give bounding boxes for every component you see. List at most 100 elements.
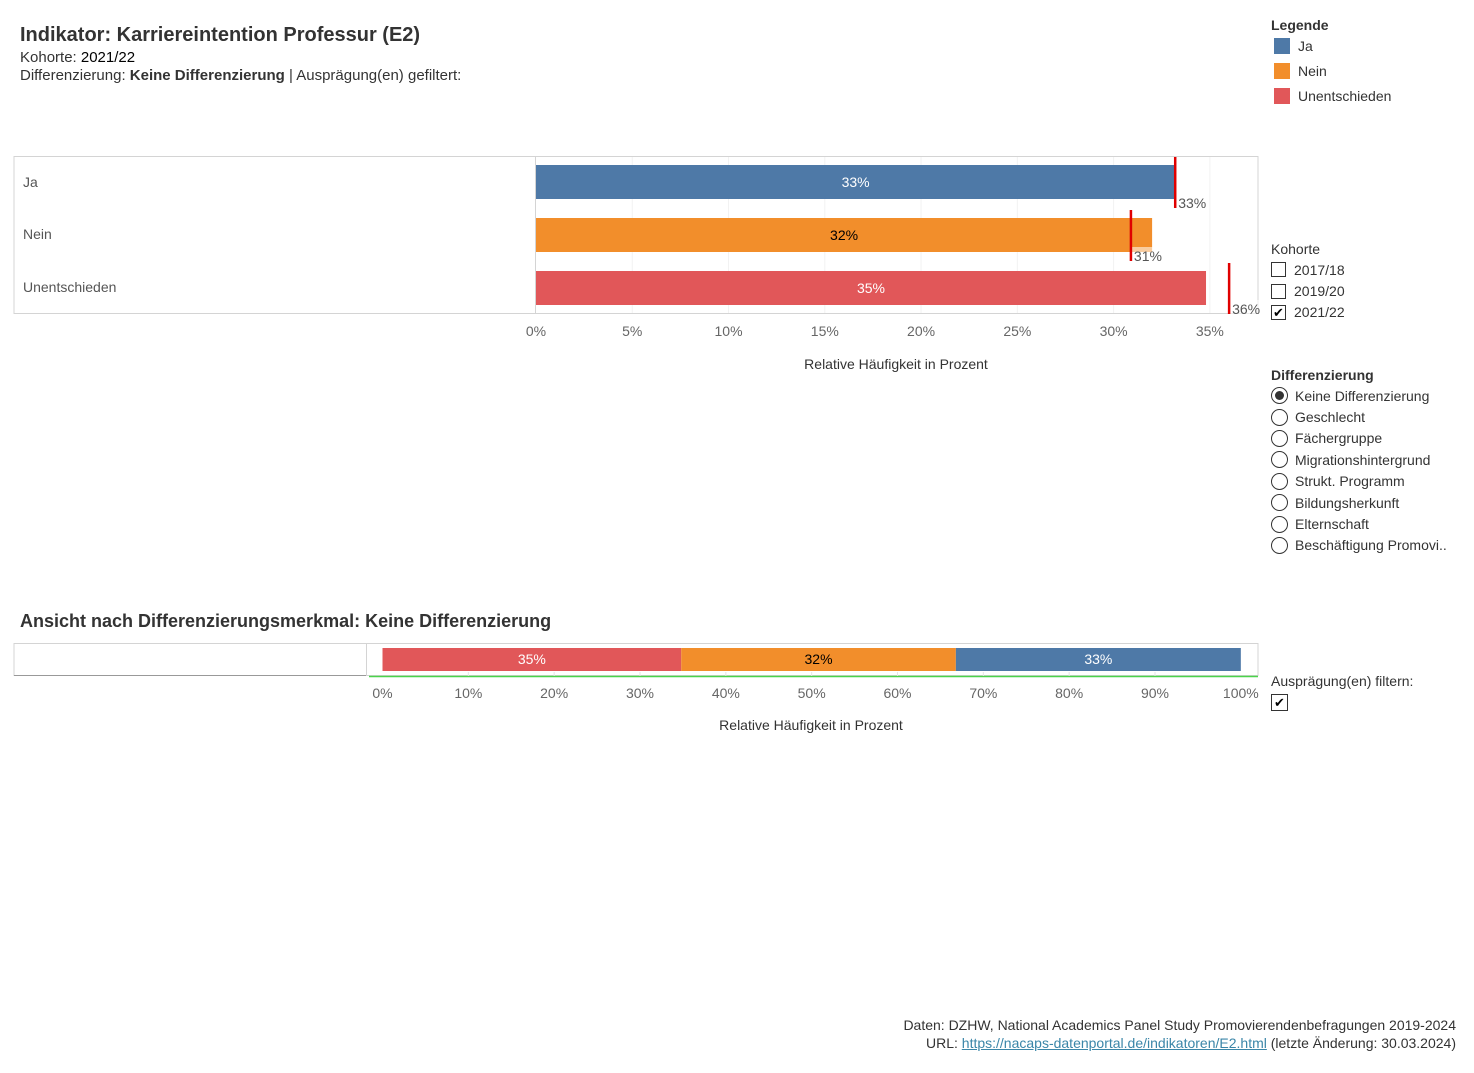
kohorte-option-label: 2017/18 [1294,261,1345,278]
chart1-frame [13,156,1259,314]
kohorte-filter-title: Kohorte [1271,241,1321,257]
checkbox-2021-22[interactable]: ✔ [1271,304,1286,320]
radio-beschaeftigung[interactable] [1271,536,1288,554]
chart2-tick-label: 100% [1223,685,1259,701]
legend: Legende Ja Nein Unentschieden [1271,17,1391,108]
auspraegung-filter: Ausprägung(en) filtern: ✔ [1271,673,1413,713]
auspraegung-option[interactable]: ✔ [1271,692,1413,713]
chart2-bars: 35% 32% 33% [382,648,1241,671]
checkmark-icon: ✔ [1274,695,1285,711]
kohorte-option-label: 2019/20 [1294,283,1345,300]
diff-option-label: Migrationshintergrund [1295,451,1431,468]
chart1-tick-labels: 0% 5% 10% 15% 20% 25% 30% 35% [526,323,1224,339]
chart1-bar [536,218,1153,252]
diff-option-label: Beschäftigung Promovi.. [1295,537,1447,554]
radio-geschlecht[interactable] [1271,408,1288,426]
chart1-reference-label: 33% [1178,195,1206,211]
legend-item-unentschieden[interactable]: Unentschieden [1271,83,1391,108]
page-title: Indikator: Karriereintention Professur (… [20,24,421,46]
kohorte-line: Kohorte: 2021/22 [20,49,135,66]
chart1-tick-label: 10% [715,323,743,339]
chart2-segment-label: 35% [518,651,546,667]
kohorte-option-2017-18[interactable]: 2017/18 [1271,259,1345,280]
chart2-tick-label: 20% [540,685,568,701]
chart1-reference-label-bg [1176,194,1209,212]
radio-migrationshintergrund[interactable] [1271,451,1288,469]
radio-keine-differenzierung[interactable] [1271,387,1288,405]
diff-option-label: Bildungsherkunft [1295,494,1400,511]
diff-option-label: Strukt. Programm [1295,473,1405,490]
checkmark-icon: ✔ [1273,304,1284,320]
footer-source: Daten: DZHW, National Academics Panel St… [903,1017,1456,1033]
diff-option-label: Fächergruppe [1295,430,1383,447]
legend-swatch-unentschieden [1274,87,1290,104]
chart1-category-nein: Nein [23,226,52,242]
chart2-tick-label: 40% [712,685,740,701]
chart-main: Ja Nein Unentschieden 33% 33% 32% 31% 35% 36%… [13,156,1263,372]
radio-bildungsherkunft[interactable] [1271,494,1288,512]
chart2-frame [13,643,1259,676]
legend-label-ja: Ja [1298,37,1313,54]
radio-selected-dot [1275,391,1284,401]
kohorte-label: Kohorte: [20,49,81,66]
differenzierung-filter: Differenzierung Keine Differenzierung Ge… [1271,367,1447,556]
chart2-segment [955,648,1241,671]
chart1-category-ja: Ja [23,174,38,190]
chart1-tick-label: 15% [811,323,839,339]
kohorte-filter: Kohorte 2017/18 2019/20 ✔ 2021/22 [1271,241,1345,323]
chart2-segment-label: 32% [805,651,833,667]
chart1-xlabel: Relative Häufigkeit in Prozent [804,356,988,372]
diff-option-strukt-programm[interactable]: Strukt. Programm [1271,471,1447,492]
chart2-segment-label: 33% [1084,651,1112,667]
radio-faechergruppe[interactable] [1271,429,1288,447]
chart2-tick-label: 10% [454,685,482,701]
diff-label: Differenzierung: [20,67,130,84]
diff-value: Keine Differenzierung [129,67,285,84]
diff-option-elternschaft[interactable]: Elternschaft [1271,513,1447,534]
diff-option-beschaeftigung[interactable]: Beschäftigung Promovi.. [1271,535,1447,556]
chart2-tick-label: 50% [798,685,826,701]
checkbox-2019-20[interactable] [1271,283,1286,299]
diff-option-faechergruppe[interactable]: Fächergruppe [1271,428,1447,449]
section2-title: Ansicht nach Differenzierungsmerkmal: Ke… [20,611,552,631]
chart1-reference-label-bg [1230,300,1263,318]
chart1-bar [536,165,1176,199]
legend-swatch-nein [1274,62,1290,79]
kohorte-value: 2021/22 [80,49,136,66]
chart1-reference-label: 36% [1232,301,1260,317]
footer-url-suffix: (letzte Änderung: 30.03.2024) [1266,1035,1456,1051]
diff-option-bildungsherkunft[interactable]: Bildungsherkunft [1271,492,1447,513]
legend-label-unentschieden: Unentschieden [1298,87,1392,104]
chart1-reference-label-bg [1131,247,1164,265]
chart-stacked: 35% 32% 33% 0% 10% 20% 30% 40% 50% 60% 70% 80% 90% 1… [13,643,1259,733]
kohorte-option-2021-22[interactable]: ✔ 2021/22 [1271,302,1345,323]
diff-option-geschlecht[interactable]: Geschlecht [1271,406,1447,427]
legend-swatch-ja [1274,37,1290,54]
legend-item-nein[interactable]: Nein [1271,58,1391,83]
kohorte-option-2019-20[interactable]: 2019/20 [1271,280,1345,301]
diff-option-keine[interactable]: Keine Differenzierung [1271,385,1447,406]
checkbox-2017-18[interactable] [1271,262,1286,278]
differenzierung-filter-title: Differenzierung [1271,367,1374,383]
radio-strukt-programm[interactable] [1271,472,1288,490]
chart2-tick-label: 60% [883,685,911,701]
diff-option-label: Elternschaft [1295,516,1369,533]
chart2-tick-label: 80% [1055,685,1083,701]
chart1-category-unentschieden: Unentschieden [23,279,116,295]
diff-option-migrationshintergrund[interactable]: Migrationshintergrund [1271,449,1447,470]
legend-label-nein: Nein [1298,62,1327,79]
chart1-tick-label: 20% [907,323,935,339]
radio-elternschaft[interactable] [1271,515,1288,533]
checkbox-auspraegung[interactable]: ✔ [1271,694,1288,712]
differenzierung-line: Differenzierung: Keine Differenzierung |… [20,67,461,84]
legend-item-ja[interactable]: Ja [1271,33,1391,58]
footer: Daten: DZHW, National Academics Panel St… [903,1016,1456,1052]
auspraegung-filter-label: Ausprägung(en) filtern: [1271,673,1414,689]
chart1-tick-label: 5% [622,323,642,339]
kohorte-option-label: 2021/22 [1294,304,1345,321]
diff-option-label: Keine Differenzierung [1295,387,1430,404]
chart1-bar [536,271,1207,305]
chart2-tick-label: 90% [1141,685,1169,701]
diff-suffix: | Ausprägung(en) gefiltert: [284,67,462,84]
footer-url-link[interactable]: https://nacaps-datenportal.de/indikatore… [961,1035,1267,1051]
